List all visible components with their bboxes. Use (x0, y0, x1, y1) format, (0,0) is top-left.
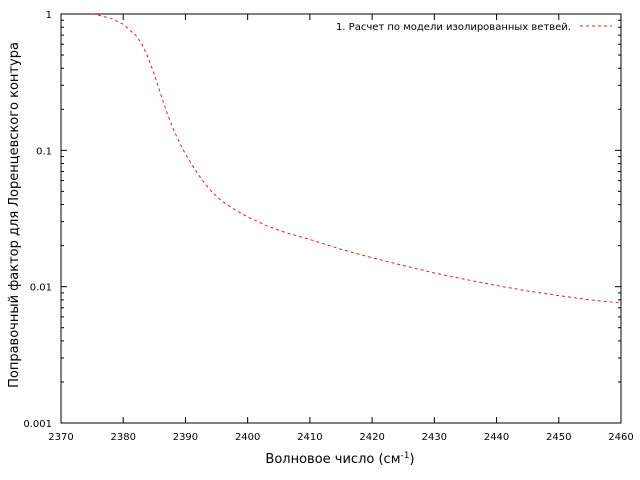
x-tick-label: 2390 (173, 432, 198, 443)
x-tick-label: 2450 (546, 432, 571, 443)
legend: 1. Расчет по модели изолированных ветвей… (336, 22, 612, 33)
x-tick-label: 2380 (110, 432, 135, 443)
x-axis-ticks: 2370 2380 2390 2400 2410 2420 2430 2440 2450 2460 (48, 14, 634, 443)
x-tick-label: 2440 (484, 432, 509, 443)
series-line-1 (92, 13, 622, 304)
y-tick-label: 1 (46, 10, 52, 21)
x-tick-label: 2460 (608, 432, 633, 443)
plot-frame (60, 13, 622, 424)
y-tick-label: 0.01 (30, 283, 52, 294)
x-axis-label-superscript: -1 (401, 451, 410, 461)
y-tick-label: 0.001 (23, 419, 52, 430)
y-axis-ticks: 0.001 0.01 0.1 1 (23, 10, 621, 430)
x-axis-label-close: ) (409, 452, 414, 467)
series-layer (92, 13, 622, 304)
x-axis-label: Волновое число (см-1) (265, 451, 414, 467)
x-tick-label: 2410 (297, 432, 322, 443)
x-tick-label: 2420 (359, 432, 384, 443)
y-axis-label: Поправочный фактор для Лоренцевского кон… (7, 42, 22, 388)
legend-label: 1. Расчет по модели изолированных ветвей… (336, 22, 571, 33)
x-tick-label: 2430 (422, 432, 447, 443)
x-tick-label: 2400 (235, 432, 260, 443)
x-tick-label: 2370 (48, 432, 73, 443)
y-tick-label: 0.1 (36, 146, 52, 157)
